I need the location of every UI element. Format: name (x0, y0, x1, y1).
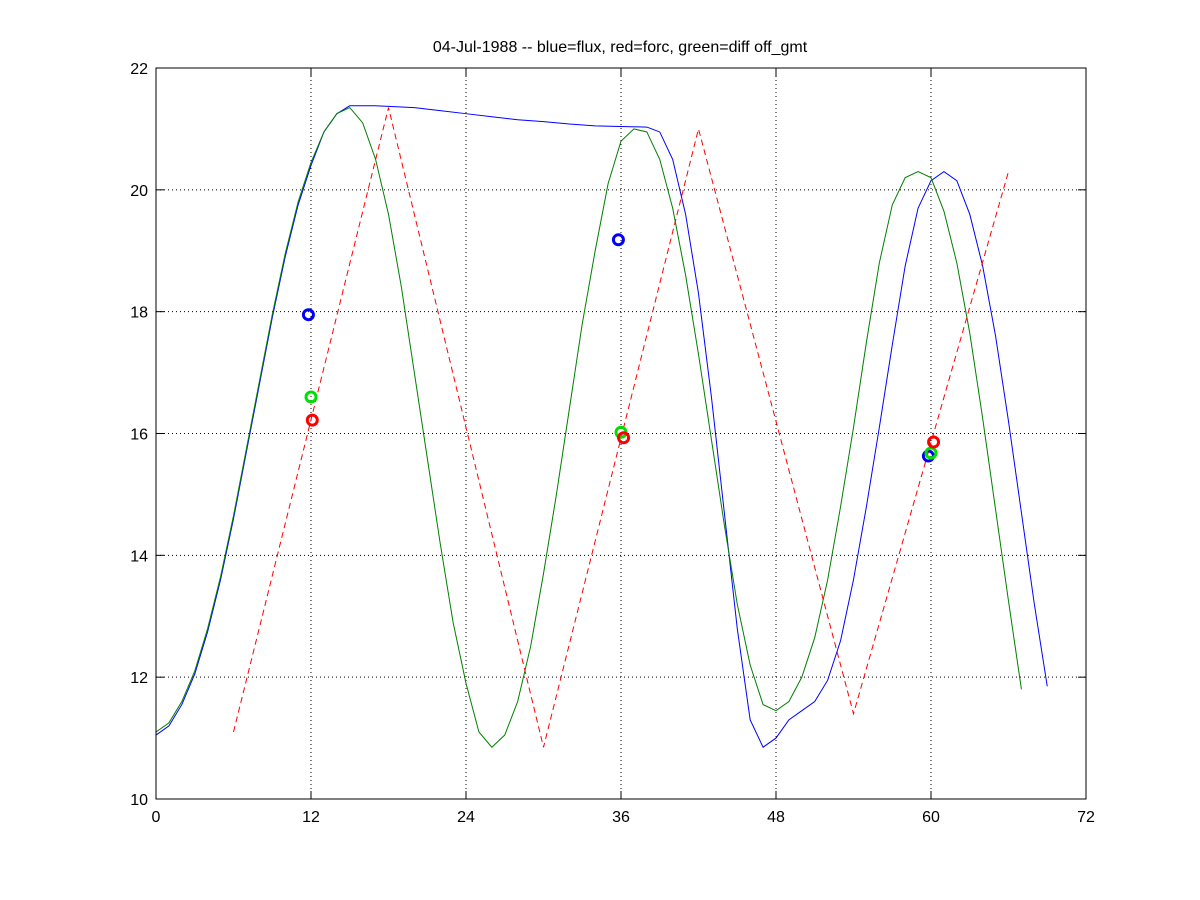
x-tick-label: 36 (612, 809, 630, 826)
x-tick-label: 0 (152, 809, 161, 826)
circle-marker (301, 308, 315, 322)
x-tick-label: 12 (302, 809, 320, 826)
circle-marker (305, 413, 319, 427)
y-tick-label: 18 (130, 305, 148, 322)
y-tick-label: 20 (130, 183, 148, 200)
marker-group (301, 233, 941, 463)
series-line-2 (155, 106, 1022, 748)
circle-marker (611, 233, 625, 247)
x-tick-label: 48 (767, 809, 785, 826)
circle-marker (924, 446, 938, 460)
circle-marker (617, 431, 631, 445)
x-tick-label: 72 (1077, 809, 1095, 826)
x-tick-label: 60 (922, 809, 940, 826)
y-tick-label: 12 (130, 670, 148, 687)
y-tick-label: 22 (130, 61, 148, 78)
chart-title: 04-Jul-1988 -- blue=flux, red=forc, gree… (433, 39, 808, 56)
circle-marker (304, 390, 318, 404)
y-tick-label: 14 (130, 548, 148, 565)
y-tick-label: 10 (130, 792, 148, 809)
axis-ticks: 0 12 24 36 48 60 72 10 12 14 16 18 20 22 (130, 61, 1095, 826)
y-tick-label: 16 (130, 427, 148, 444)
x-tick-label: 24 (457, 809, 475, 826)
circle-marker (927, 435, 941, 449)
series-line-1 (155, 105, 1048, 748)
